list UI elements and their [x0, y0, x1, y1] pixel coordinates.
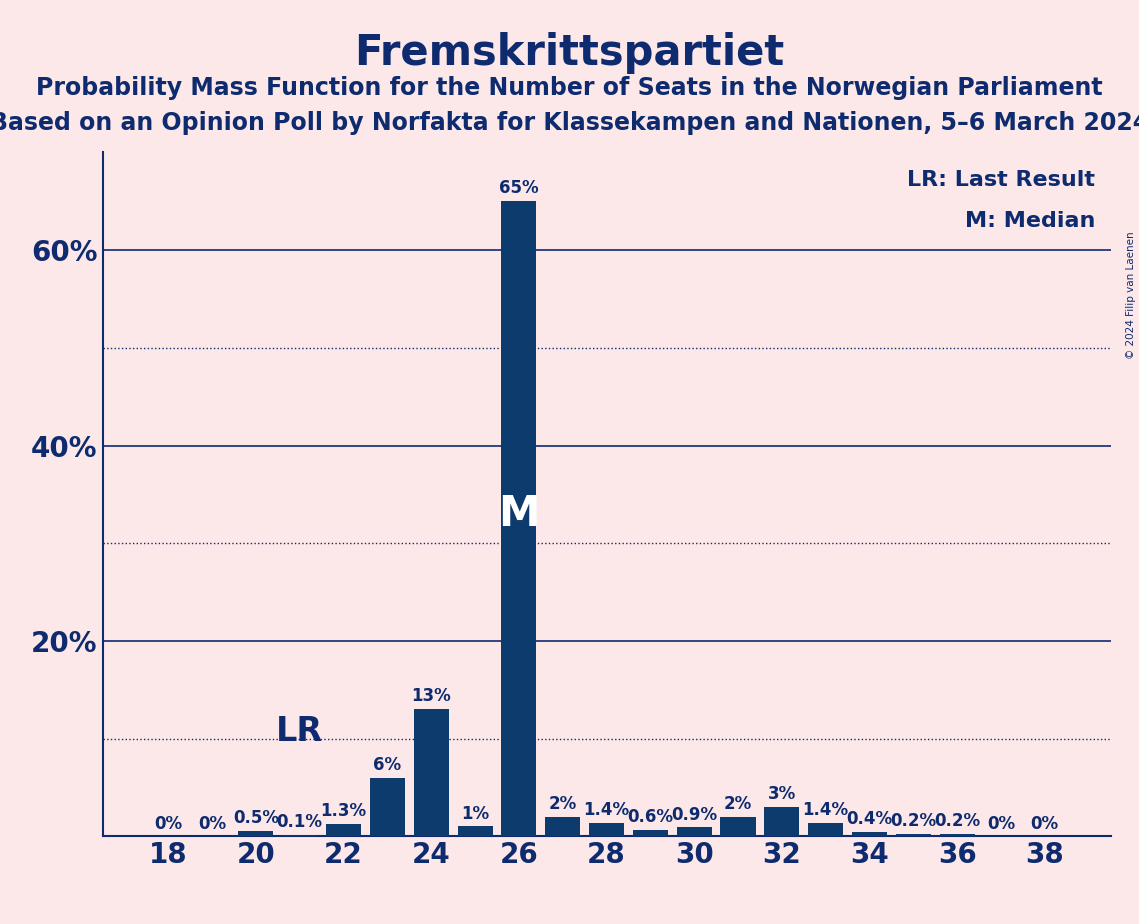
Text: 1%: 1%	[461, 805, 489, 822]
Bar	[282, 835, 318, 836]
Text: 0.2%: 0.2%	[891, 812, 936, 831]
Bar	[458, 826, 492, 836]
Text: 0%: 0%	[198, 815, 227, 833]
Text: 6%: 6%	[374, 756, 401, 773]
Text: Based on an Opinion Poll by Norfakta for Klassekampen and Nationen, 5–6 March 20: Based on an Opinion Poll by Norfakta for…	[0, 111, 1139, 135]
Text: M: M	[498, 492, 540, 535]
Text: 1.4%: 1.4%	[803, 800, 849, 819]
Text: Probability Mass Function for the Number of Seats in the Norwegian Parliament: Probability Mass Function for the Number…	[36, 76, 1103, 100]
Text: 0.6%: 0.6%	[628, 808, 673, 826]
Text: LR: LR	[276, 715, 323, 748]
Text: 0.9%: 0.9%	[671, 806, 718, 823]
Text: 0.2%: 0.2%	[934, 812, 981, 831]
Text: 13%: 13%	[411, 687, 451, 705]
Bar	[895, 834, 931, 836]
Text: 65%: 65%	[499, 179, 539, 198]
Text: 0%: 0%	[986, 815, 1015, 833]
Text: 0.4%: 0.4%	[846, 810, 893, 829]
Text: © 2024 Filip van Laenen: © 2024 Filip van Laenen	[1126, 231, 1136, 359]
Text: 0.1%: 0.1%	[277, 813, 322, 832]
Bar	[633, 831, 667, 836]
Bar	[589, 822, 624, 836]
Bar	[413, 710, 449, 836]
Bar	[501, 201, 536, 836]
Text: Fremskrittspartiet: Fremskrittspartiet	[354, 32, 785, 74]
Bar	[852, 833, 887, 836]
Text: 0%: 0%	[154, 815, 182, 833]
Bar	[677, 827, 712, 836]
Text: 1.3%: 1.3%	[320, 802, 367, 820]
Bar	[809, 822, 843, 836]
Bar	[326, 823, 361, 836]
Text: 0%: 0%	[1031, 815, 1059, 833]
Text: 3%: 3%	[768, 785, 796, 803]
Bar	[940, 834, 975, 836]
Text: 2%: 2%	[724, 795, 752, 813]
Bar	[370, 778, 405, 836]
Bar	[764, 807, 800, 836]
Text: 2%: 2%	[549, 795, 576, 813]
Text: M: Median: M: Median	[965, 211, 1096, 231]
Text: LR: Last Result: LR: Last Result	[908, 170, 1096, 189]
Bar	[546, 817, 580, 836]
Text: 1.4%: 1.4%	[583, 800, 630, 819]
Text: 0.5%: 0.5%	[232, 809, 279, 827]
Bar	[721, 817, 755, 836]
Bar	[238, 832, 273, 836]
